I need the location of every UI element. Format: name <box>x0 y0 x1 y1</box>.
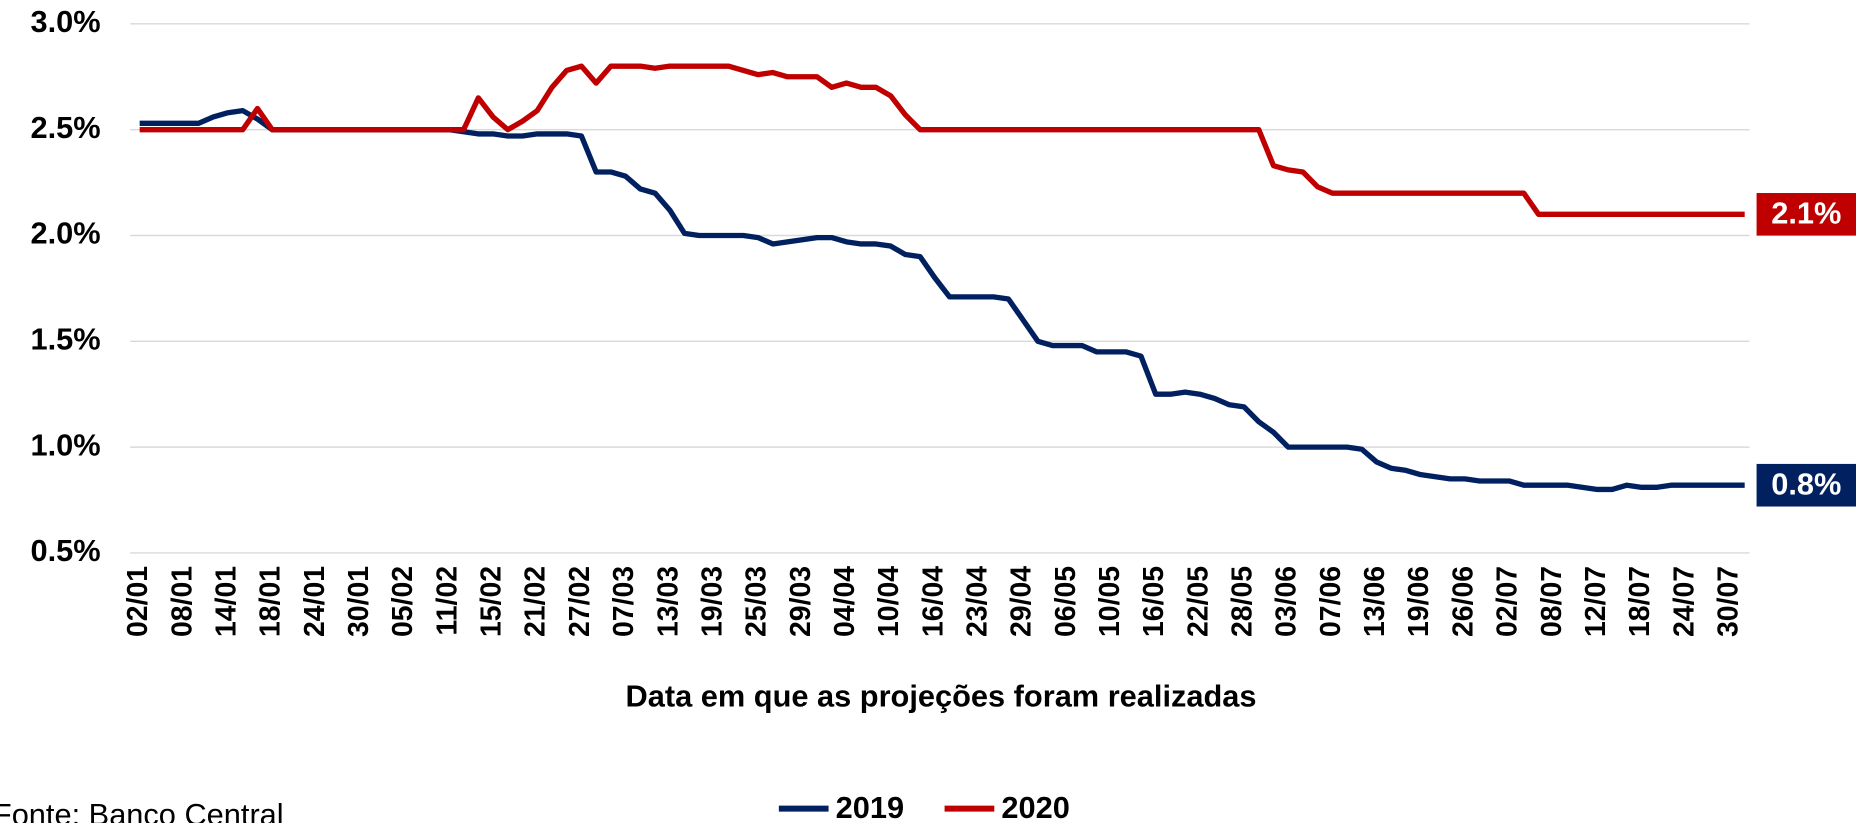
series-line <box>139 63 1745 217</box>
x-tick-label: 02/07 <box>1492 566 1524 637</box>
x-tick-label: 05/02 <box>387 566 419 637</box>
end-label: 2.1% <box>1771 196 1841 231</box>
x-tick-label: 03/06 <box>1271 566 1303 637</box>
x-tick-label: 18/07 <box>1624 566 1656 637</box>
x-tick-label: 07/03 <box>608 566 640 637</box>
x-tick-label: 24/01 <box>299 566 331 637</box>
y-tick-label: 1.5% <box>30 321 100 356</box>
x-tick-label: 19/06 <box>1403 566 1435 637</box>
x-tick-label: 19/03 <box>696 566 728 637</box>
x-tick-label: 02/01 <box>122 566 154 637</box>
x-tick-label: 07/06 <box>1315 566 1347 637</box>
x-axis-title: Data em que as projeções foram realizada… <box>626 679 1257 714</box>
x-tick-label: 14/01 <box>211 566 243 637</box>
x-tick-label: 13/06 <box>1359 566 1391 637</box>
x-tick-label: 30/07 <box>1712 566 1744 637</box>
x-tick-label: 23/04 <box>961 566 993 637</box>
x-tick-label: 30/01 <box>343 566 375 637</box>
x-tick-label: 06/05 <box>1050 566 1082 637</box>
x-tick-label: 29/03 <box>785 566 817 637</box>
x-tick-label: 18/01 <box>255 566 287 637</box>
y-tick-label: 1.0% <box>30 427 100 462</box>
x-tick-label: 10/04 <box>873 566 905 637</box>
x-tick-label: 28/05 <box>1227 566 1259 637</box>
y-tick-label: 2.5% <box>30 110 100 145</box>
x-tick-label: 24/07 <box>1668 566 1700 637</box>
x-tick-label: 22/05 <box>1182 566 1214 637</box>
x-tick-label: 08/07 <box>1536 566 1568 637</box>
x-tick-label: 26/06 <box>1447 566 1479 637</box>
x-tick-label: 15/02 <box>476 566 508 637</box>
source: Fonte: Banco Central <box>0 797 284 823</box>
series-line <box>139 107 1745 493</box>
x-tick-label: 12/07 <box>1580 566 1612 637</box>
end-label-box <box>1756 193 1856 236</box>
x-tick-label: 25/03 <box>741 566 773 637</box>
legend-label: 2019 <box>836 790 904 823</box>
y-tick-label: 3.0% <box>30 4 100 39</box>
y-tick-label: 2.0% <box>30 216 100 251</box>
y-tick-label: 0.5% <box>30 533 100 568</box>
end-label-box <box>1756 463 1856 507</box>
x-tick-label: 04/04 <box>829 566 861 637</box>
x-tick-label: 16/05 <box>1138 566 1170 637</box>
end-label: 0.8% <box>1771 467 1841 502</box>
x-tick-label: 27/02 <box>564 566 596 637</box>
x-tick-label: 13/03 <box>652 566 684 637</box>
x-tick-label: 11/02 <box>431 566 463 635</box>
x-tick-label: 29/04 <box>1006 566 1038 637</box>
x-tick-label: 16/04 <box>917 566 949 637</box>
x-tick-label: 10/05 <box>1094 566 1126 637</box>
legend-label: 2020 <box>1001 790 1069 823</box>
x-tick-label: 21/02 <box>520 566 552 637</box>
x-tick-label: 08/01 <box>166 566 198 637</box>
